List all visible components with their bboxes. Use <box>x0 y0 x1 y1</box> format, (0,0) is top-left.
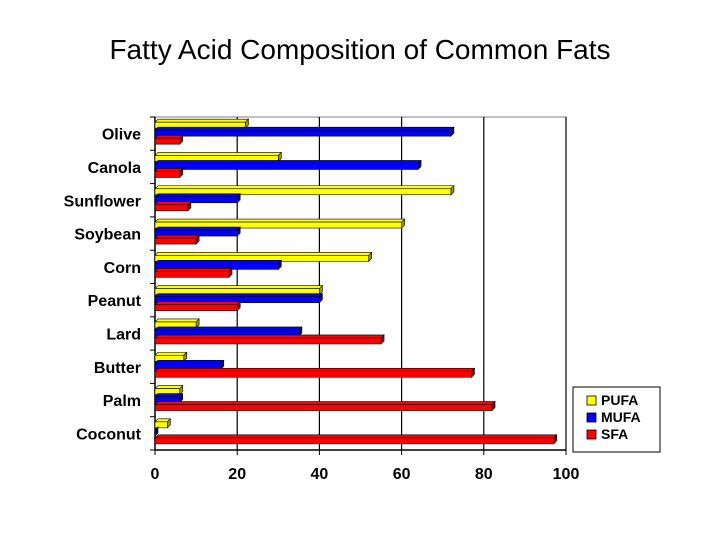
category-label-peanut: Peanut <box>88 293 142 310</box>
category-label-palm: Palm <box>103 393 141 410</box>
bar-mufa-soybean <box>154 226 241 237</box>
category-label-lard: Lard <box>106 326 141 343</box>
bar-pufa-butter <box>154 351 188 362</box>
legend-item-mufa: MUFA <box>586 409 641 425</box>
bar-pufa-peanut <box>154 284 324 296</box>
legend-label: PUFA <box>601 392 638 408</box>
bar-pufa-canola <box>154 151 283 163</box>
category-label-coconut: Coconut <box>76 426 142 443</box>
x-tick-label: 20 <box>228 466 246 483</box>
bar-sfa-canola <box>154 167 184 179</box>
legend-swatch <box>586 395 597 406</box>
bar-sfa-palm <box>154 400 496 412</box>
category-label-butter: Butter <box>94 360 141 377</box>
bar-sfa-corn <box>154 267 233 279</box>
x-tick-labels: 0 20 40 60 80 100 <box>151 466 580 483</box>
bar-sfa-peanut <box>154 300 241 312</box>
category-label-sunflower: Sunflower <box>64 193 141 210</box>
bar-mufa-canola <box>154 159 422 171</box>
category-label-canola: Canola <box>88 160 141 177</box>
x-tick-label: 0 <box>151 466 160 483</box>
bar-mufa-butter <box>154 359 225 370</box>
category-label-olive: Olive <box>102 127 141 144</box>
bar-pufa-soybean <box>154 218 406 229</box>
x-tick-label: 80 <box>475 466 493 483</box>
x-tick-label: 100 <box>553 466 580 483</box>
bar-sfa-lard <box>154 334 385 345</box>
bar-sfa-olive <box>154 134 184 145</box>
bar-mufa-palm <box>154 392 184 404</box>
legend-label: MUFA <box>601 409 641 425</box>
legend-swatch <box>586 412 597 423</box>
legend-item-sfa: SFA <box>586 426 628 442</box>
bar-mufa-lard <box>154 326 303 337</box>
x-tick-label: 40 <box>311 466 329 483</box>
bar-sfa-butter <box>154 367 476 378</box>
category-labels: Olive Canola Sunflower Soybean Corn Peanut Lar… <box>64 127 142 444</box>
bar-pufa-corn <box>154 251 373 263</box>
bar-sfa-coconut <box>154 434 558 445</box>
bar-mufa-peanut <box>154 292 324 304</box>
bar-sfa-sunflower <box>154 201 192 212</box>
legend-label: SFA <box>601 426 628 442</box>
bar-pufa-coconut <box>154 418 172 429</box>
bar-mufa-coconut <box>154 426 159 437</box>
bar-sfa-soybean <box>154 234 200 245</box>
category-label-soybean: Soybean <box>74 227 141 244</box>
bar-pufa-lard <box>154 318 200 329</box>
bar-mufa-corn <box>154 259 283 271</box>
bars-layer <box>154 118 558 445</box>
legend-item-pufa: PUFA <box>586 392 638 408</box>
category-label-corn: Corn <box>104 260 141 277</box>
legend-swatch <box>586 429 597 440</box>
x-tick-label: 60 <box>393 466 411 483</box>
chart-title: Fatty Acid Composition of Common Fats <box>109 34 611 65</box>
bar-pufa-palm <box>154 384 184 396</box>
bar-pufa-sunflower <box>154 185 455 196</box>
bar-mufa-sunflower <box>154 193 241 204</box>
bar-mufa-olive <box>154 126 455 137</box>
bar-pufa-olive <box>154 118 250 129</box>
